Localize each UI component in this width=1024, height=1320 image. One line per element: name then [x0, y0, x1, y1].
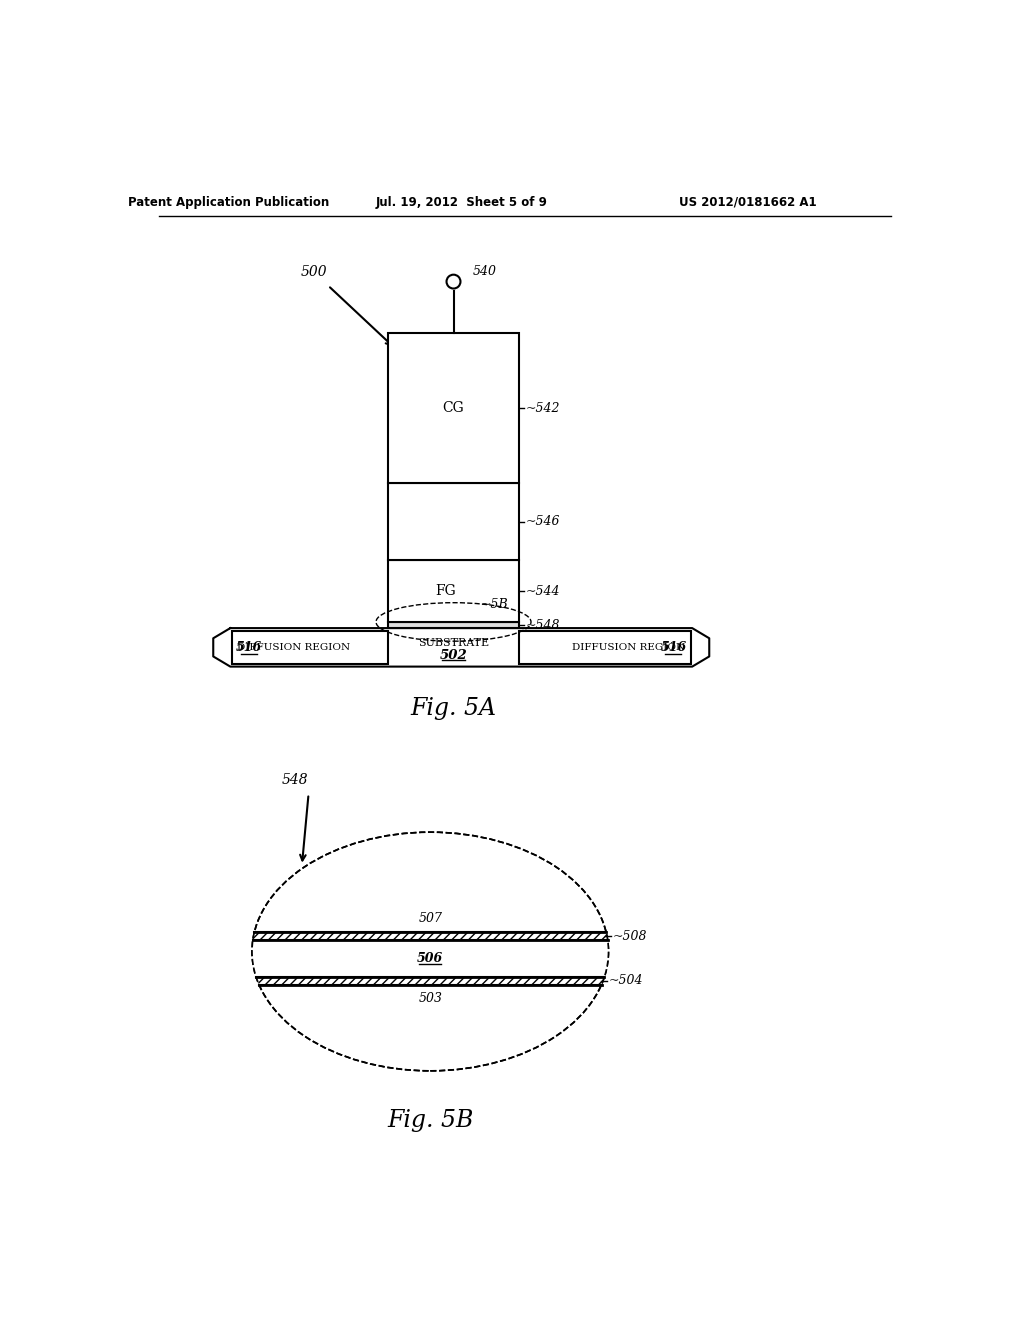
Bar — [252, 932, 608, 940]
Bar — [388, 622, 519, 628]
Bar — [252, 932, 608, 940]
Text: 500: 500 — [301, 264, 328, 279]
Text: 502: 502 — [439, 648, 467, 661]
Text: Jul. 19, 2012  Sheet 5 of 9: Jul. 19, 2012 Sheet 5 of 9 — [376, 195, 547, 209]
Text: Fig. 5A: Fig. 5A — [411, 697, 497, 721]
Bar — [388, 483, 519, 561]
Text: FG: FG — [435, 585, 456, 598]
Text: DIFFUSION REGION: DIFFUSION REGION — [572, 643, 685, 652]
Text: 507: 507 — [418, 912, 442, 925]
Text: ~548: ~548 — [525, 619, 560, 631]
Bar — [252, 977, 608, 985]
Bar — [388, 333, 519, 483]
Text: CG: CG — [442, 401, 464, 416]
Text: ~5B: ~5B — [480, 598, 508, 611]
Text: ~542: ~542 — [525, 401, 560, 414]
Text: US 2012/0181662 A1: US 2012/0181662 A1 — [679, 195, 817, 209]
Text: 516: 516 — [236, 640, 262, 653]
Text: ~544: ~544 — [525, 585, 560, 598]
Text: Fig. 5B: Fig. 5B — [387, 1109, 473, 1133]
Bar — [252, 977, 608, 985]
Text: 516: 516 — [660, 640, 687, 653]
Text: SUBSTRATE: SUBSTRATE — [418, 638, 489, 648]
Text: ~508: ~508 — [612, 929, 647, 942]
Text: 540: 540 — [473, 265, 497, 277]
Text: 503: 503 — [418, 991, 442, 1005]
Text: 548: 548 — [282, 772, 308, 787]
Text: ~546: ~546 — [525, 515, 560, 528]
Polygon shape — [213, 628, 710, 667]
Text: DIFFUSION REGION: DIFFUSION REGION — [238, 643, 350, 652]
Bar — [388, 560, 519, 622]
Bar — [252, 940, 608, 977]
Ellipse shape — [252, 832, 608, 1071]
Bar — [231, 631, 388, 664]
Text: 506: 506 — [417, 952, 443, 965]
Text: ~504: ~504 — [608, 974, 643, 987]
Bar — [519, 631, 690, 664]
Circle shape — [446, 275, 461, 289]
Text: Patent Application Publication: Patent Application Publication — [128, 195, 330, 209]
